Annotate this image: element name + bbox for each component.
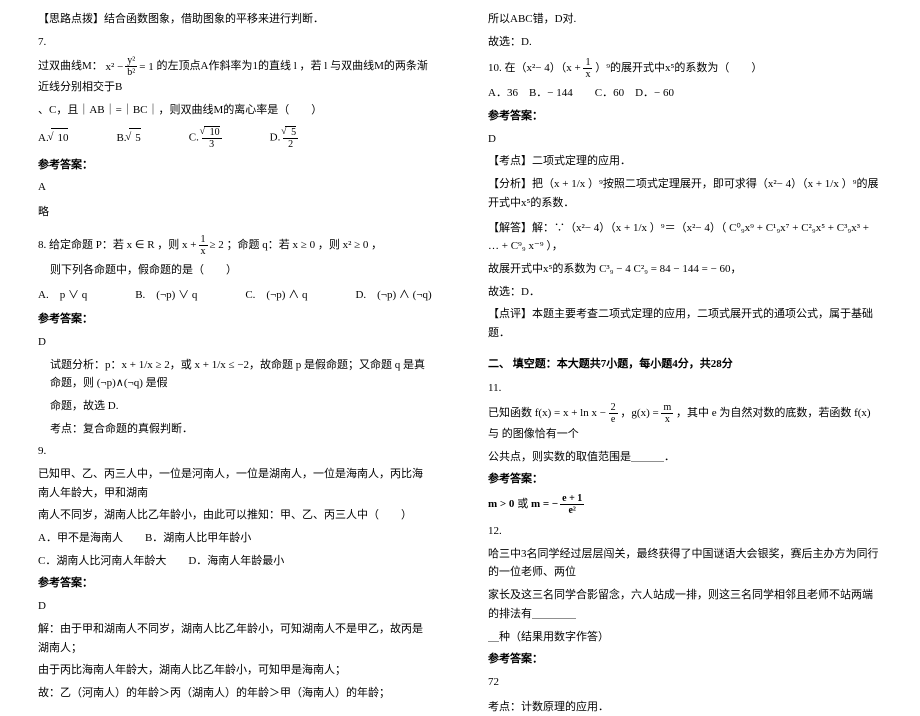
ans7-hdr: 参考答案：: [38, 156, 432, 175]
q9a: 已知甲、乙、丙三人中，一位是河南人，一位是湖南人，一位是海南人，丙比海南人年龄大…: [38, 465, 432, 502]
jd2: 故展开式中x⁵的系数为 C³₉ − 4 C²₉ = 84 − 144 = − 6…: [488, 260, 882, 279]
q10-frac: 1x: [583, 57, 592, 80]
q7-optA: A. 10: [38, 128, 68, 148]
sol9c: 故：乙（河南人）的年龄＞丙（湖南人）的年龄＞甲（海南人）的年龄；: [38, 684, 432, 703]
r1: 所以ABC错，D对.: [488, 10, 882, 29]
ans10-hdr: 参考答案：: [488, 107, 882, 126]
q7-optB: B. 5: [116, 128, 140, 148]
q9-optsCD: C．湖南人比河南人年龄大 D．海南人年龄最小: [38, 552, 432, 571]
q10-line: 10. 在（x²− 4）（x + 1x ）⁹的展开式中x⁵的系数为（ ）: [488, 57, 882, 80]
dp10: 【点评】本题主要考查二项式定理的应用，二项式展开式的通项公式，属于基础题．: [488, 305, 882, 342]
ans9: D: [38, 597, 432, 616]
ana8b: 命题，故选 D.: [50, 397, 432, 416]
ans11-eq: m = − e + 1e²: [531, 493, 584, 516]
q11-line1: 已知函数 f(x) = x + ln x − 2e ，g(x) = mx ，其中…: [488, 402, 882, 444]
ana8a: 试题分析：p：x + 1/x ≥ 2，或 x + 1/x ≤ −2，故命题 p …: [50, 356, 432, 393]
q11-line2: 公共点，则实数的取值范围是＿＿＿．: [488, 448, 882, 467]
ans9-hdr: 参考答案：: [38, 574, 432, 593]
q11-frac2: mx: [661, 402, 673, 425]
q11-num: 11.: [488, 379, 882, 398]
ans11-hdr: 参考答案：: [488, 470, 882, 489]
ana8c: 考点：复合命题的真假判断．: [50, 420, 432, 439]
q8-optD: D. (¬p) ∧ (¬q): [355, 286, 431, 305]
q9b: 南人不同岁，湖南人比乙年龄小，由此可以推知：甲、乙、丙三人中（ ）: [38, 506, 432, 525]
q8-optC: C. (¬p) ∧ q: [245, 286, 307, 305]
q7-line1: 过双曲线M： x² − y²b² = 1 的左顶点A作斜率为1的直线 l ，若 …: [38, 55, 432, 97]
q7-num: 7.: [38, 33, 432, 52]
q10-opts: A．36 B．− 144 C．60 D．− 60: [488, 84, 882, 103]
ans7b: 略: [38, 203, 432, 222]
ans8: D: [38, 333, 432, 352]
section2-hdr: 二、 填空题：本大题共7小题，每小题4分，共28分: [488, 355, 882, 374]
q9-num: 9.: [38, 442, 432, 461]
sol9a: 解：由于甲和湖南人不同岁，湖南人比乙年龄小，可知湖南人不是甲乙，故丙是湖南人；: [38, 620, 432, 657]
fx10: 【分析】把（x + 1/x ）⁹按照二项式定理展开，即可求得（x²− 4）（x …: [488, 175, 882, 212]
q12-num: 12.: [488, 522, 882, 541]
jd3: 故选：D．: [488, 283, 882, 302]
right-column: 所以ABC错，D对. 故选：D. 10. 在（x²− 4）（x + 1x ）⁹的…: [460, 0, 920, 651]
q8-line1: 8. 给定命题 P：若 x ∈ R ，则 x + 1x ≥ 2 ；命题 q：若 …: [38, 234, 432, 257]
q7-line2: 、C，且｜AB｜=｜BC｜，则双曲线M的离心率是（ ）: [38, 101, 432, 120]
q7-text1: 过双曲线M：: [38, 61, 103, 73]
q8-line2: 则下列各命题中，假命题的是（ ）: [50, 261, 432, 280]
q11-frac1: 2e: [609, 402, 618, 425]
q7-optD: D. 52: [270, 126, 298, 150]
q8-optB: B. (¬p) ∨ q: [135, 286, 197, 305]
ans7: A: [38, 178, 432, 197]
q7-formula: x² − y²b² = 1: [106, 55, 154, 78]
tip-line: 【思路点拨】结合函数图象，借助图象的平移来进行判断．: [38, 10, 432, 29]
q8-options: A. p ∨ q B. (¬p) ∨ q C. (¬p) ∧ q D. (¬p)…: [38, 286, 432, 305]
sol9b: 由于丙比海南人年龄大，湖南人比乙年龄小，可知甲是海南人；: [38, 661, 432, 680]
ans12-hdr: 参考答案：: [488, 650, 882, 669]
q8-formula: x + 1x ≥ 2: [182, 234, 224, 257]
jd1: 【解答】解：∵（x²− 4）（x + 1/x ）⁹＝（x²− 4）（ C⁰₉x⁹…: [488, 219, 882, 256]
q9-optsAB: A．甲不是海南人 B．湖南人比甲年龄小: [38, 529, 432, 548]
kd12: 考点：计数原理的应用．: [488, 698, 882, 716]
r2: 故选：D.: [488, 33, 882, 52]
ans10: D: [488, 130, 882, 149]
q7-options: A. 10 B. 5 C. 103 D. 52: [38, 126, 432, 150]
kd10: 【考点】二项式定理的应用．: [488, 152, 882, 171]
q12b: 家长及这三名同学合影留念，六人站成一排，则这三名同学相邻且老师不站两端的排法有＿…: [488, 586, 882, 623]
q8-optA: A. p ∨ q: [38, 286, 87, 305]
ans11: m > 0 或 m = − e + 1e²: [488, 493, 882, 516]
ans8-hdr: 参考答案：: [38, 310, 432, 329]
q7-optC: C. 103: [189, 126, 222, 150]
ans12: 72: [488, 673, 882, 692]
q12c: ＿种（结果用数字作答）: [488, 628, 882, 647]
left-column: 【思路点拨】结合函数图象，借助图象的平移来进行判断． 7. 过双曲线M： x² …: [0, 0, 460, 651]
q12a: 哈三中3名同学经过层层闯关，最终获得了中国谜语大会银奖，赛后主办方为同行的一位老…: [488, 545, 882, 582]
